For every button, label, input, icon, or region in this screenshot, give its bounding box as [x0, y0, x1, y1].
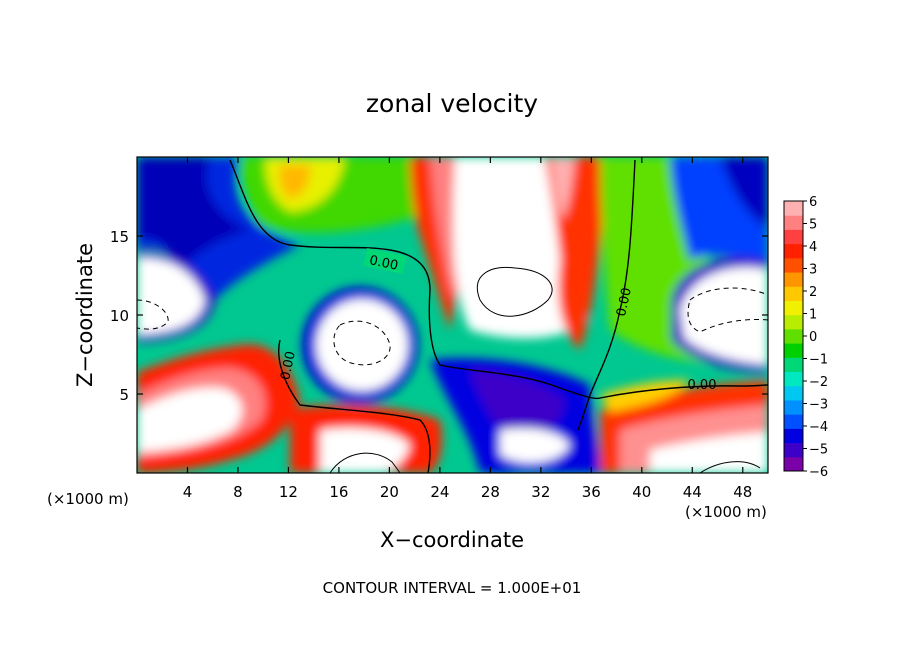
- colorbar: 6 5 4 3 2 1 0 −1 −2 −3 −4 −5 −6: [783, 195, 828, 480]
- colorbar-tick-label: −1: [809, 353, 828, 368]
- x-tick-label: 8: [233, 483, 243, 501]
- y-axis-label: Z−coordinate: [73, 243, 97, 387]
- x-tick-label: 36: [582, 483, 601, 501]
- x-tick-label: 16: [329, 483, 348, 501]
- colorbar-tick-label: −3: [809, 398, 828, 413]
- x-tick-label: 44: [683, 483, 702, 501]
- x-axis-label: X−coordinate: [380, 528, 524, 552]
- colorbar-tick-label: −5: [809, 443, 828, 458]
- contour-lines: [229, 159, 768, 473]
- contour-label-0: 0.00: [368, 253, 399, 274]
- y-tick-label: 5: [119, 386, 129, 404]
- colorbar-tick-label: 3: [809, 263, 817, 278]
- colorbar-segment: [784, 314, 803, 330]
- colorbar-segment: [784, 286, 803, 301]
- colorbar-tick-label: 0: [809, 330, 817, 345]
- x-axis: 4 8 12 16 20 24 28 32 36 40 44 48: [183, 157, 752, 501]
- colorbar-segment: [784, 428, 803, 444]
- x-tick-label: 12: [279, 483, 298, 501]
- colorbar-segment: [784, 371, 803, 387]
- colorbar-segment: [784, 300, 803, 316]
- colorbar-tick-label: 1: [809, 308, 817, 323]
- colorbar-tick-label: 6: [809, 195, 817, 210]
- colorbar-segment: [784, 442, 803, 458]
- contour-label-2: 0.00: [278, 350, 299, 381]
- x-unit-right: (×1000 m): [685, 503, 767, 521]
- x-tick-label: 28: [481, 483, 500, 501]
- colorbar-tick-label: 5: [809, 218, 817, 233]
- colorbar-segment: [784, 243, 803, 259]
- y-tick-label: 15: [110, 228, 129, 246]
- colorbar-segment: [784, 385, 803, 401]
- y-tick-label: 10: [110, 307, 129, 325]
- colorbar-segment: [784, 201, 803, 216]
- x-tick-label: 24: [430, 483, 449, 501]
- chart-title: zonal velocity: [366, 89, 538, 118]
- colorbar-tick-label: 2: [809, 285, 817, 300]
- dashed-contours: [137, 287, 768, 366]
- contour-label-1: 0.00: [614, 286, 635, 317]
- x-tick-label: 48: [733, 483, 752, 501]
- contour-interval-note: CONTOUR INTERVAL = 1.000E+01: [323, 579, 582, 597]
- x-tick-label: 20: [380, 483, 399, 501]
- x-tick-label: 4: [183, 483, 193, 501]
- colorbar-segment: [784, 257, 803, 273]
- contour-label-3: 0.00: [688, 378, 717, 393]
- colorbar-segment: [784, 414, 803, 429]
- colorbar-segment: [784, 215, 803, 230]
- colorbar-segment: [784, 399, 803, 415]
- x-tick-label: 32: [531, 483, 550, 501]
- colorbar-segment: [784, 456, 803, 472]
- colorbar-tick-label: −4: [809, 420, 828, 435]
- colorbar-segment: [784, 343, 803, 358]
- colorbar-tick-label: 4: [809, 240, 817, 255]
- contour-value-labels: 0.00 0.00 0.00 0.00: [278, 248, 716, 393]
- x-tick-label: 40: [632, 483, 651, 501]
- plot-area: [137, 157, 768, 473]
- y-axis: 5 10 15: [110, 228, 768, 404]
- x-unit-left: (×1000 m): [47, 490, 129, 508]
- colorbar-segment: [784, 229, 803, 245]
- colorbar-segment: [784, 357, 803, 373]
- colorbar-segment: [784, 272, 803, 287]
- colorbar-tick-label: −6: [809, 465, 828, 480]
- colorbar-segment: [784, 328, 803, 344]
- colorbar-tick-label: −2: [809, 375, 828, 390]
